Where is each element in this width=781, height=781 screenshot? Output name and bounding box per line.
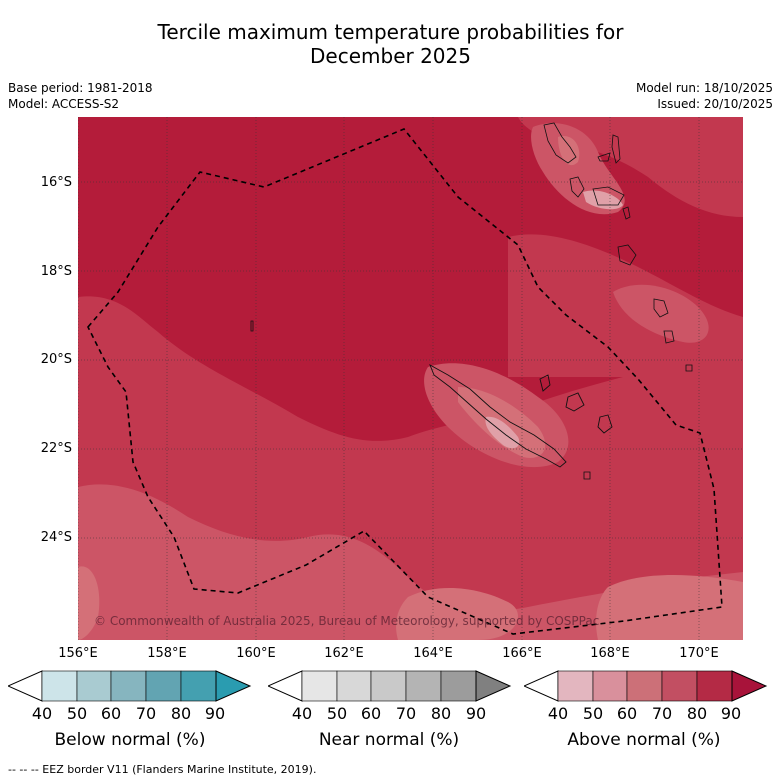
cbar-near-tick: 50 (326, 704, 348, 723)
lon-label-164e: 164°E (413, 646, 453, 661)
cbar-near-bin-70 (405, 670, 442, 702)
cbar-below-arrow-low (8, 670, 43, 702)
base-period: Base period: 1981-2018 (8, 81, 153, 95)
cbar-above-bin-70 (661, 670, 698, 702)
copyright-notice: © Commonwealth of Australia 2025, Bureau… (94, 614, 600, 628)
prob-40-50-region-ne (583, 190, 623, 210)
lon-label-170e: 170°E (679, 646, 719, 661)
cbar-near-tick: 80 (430, 704, 452, 723)
meta-right: Model run: 18/10/2025 Issued: 20/10/2025 (636, 80, 773, 112)
lon-label-158e: 158°E (147, 646, 187, 661)
lat-label-24s: 24°S (40, 530, 72, 545)
lat-label-16s: 16°S (40, 175, 72, 190)
cbar-below-arrow-high (215, 670, 252, 702)
lat-label-22s: 22°S (40, 441, 72, 456)
small-islets (250, 320, 591, 480)
issued-date: Issued: 20/10/2025 (657, 97, 773, 111)
cbar-below-tick: 70 (135, 704, 157, 723)
title-line-1: Tercile maximum temperature probabilitie… (157, 20, 624, 44)
prob-50-60-region-ne (558, 136, 580, 166)
cbar-above-tick: 40 (547, 704, 569, 723)
meta-left: Base period: 1981-2018 Model: ACCESS-S2 (8, 80, 153, 112)
eez-border (87, 128, 723, 635)
cbar-below-tick: 90 (204, 704, 226, 723)
prob-60-70-region-sw (78, 484, 743, 640)
cbar-near-tick: 70 (395, 704, 417, 723)
colorbar-label-near: Near normal (%) (318, 730, 460, 750)
lon-label-166e: 166°E (502, 646, 542, 661)
cbar-above-tick: 60 (616, 704, 638, 723)
cbar-above-tick: 90 (720, 704, 742, 723)
colorbar-label-above: Above normal (%) (567, 730, 721, 750)
cbar-above-bin-50 (592, 670, 628, 702)
title-line-2: December 2025 (310, 44, 471, 68)
lon-label-160e: 160°E (236, 646, 276, 661)
cbar-above-bin-60 (626, 670, 663, 702)
prob-60-70-region-e (613, 284, 709, 343)
cbar-below-tick: 60 (100, 704, 122, 723)
graticule (78, 117, 743, 640)
cbar-near-tick: 90 (465, 704, 487, 723)
loyalty-islands (539, 374, 613, 434)
cbar-near-arrow-low (268, 670, 303, 702)
cbar-above-tick: 50 (582, 704, 604, 723)
cbar-below-bin-40 (41, 670, 78, 702)
new-caledonia-island (429, 363, 567, 468)
cbar-near-bin-80 (440, 670, 477, 702)
prob-50-60-region-se (596, 575, 743, 640)
cbar-above-bin-40 (557, 670, 594, 702)
cbar-above-arrow-low (524, 670, 559, 702)
map-title: Tercile maximum temperature probabilitie… (0, 20, 781, 68)
cbar-below-bin-50 (76, 670, 112, 702)
vanuatu-islands (543, 122, 693, 372)
cbar-above-tick: 70 (651, 704, 673, 723)
map-panel[interactable] (78, 117, 743, 640)
cbar-near-bin-60 (370, 670, 407, 702)
lat-label-20s: 20°S (40, 352, 72, 367)
prob-50-60-region-w (78, 566, 100, 640)
lon-label-156e: 156°E (58, 646, 98, 661)
cbar-near-arrow-high (475, 670, 512, 702)
cbar-near-bin-40 (301, 670, 338, 702)
cbar-near-tick: 60 (360, 704, 382, 723)
cbar-near-bin-50 (336, 670, 372, 702)
cbar-below-bin-70 (145, 670, 182, 702)
cbar-below-bin-80 (180, 670, 217, 702)
cbar-above-bin-80 (696, 670, 733, 702)
colorbar-above-normal (524, 670, 768, 702)
lat-label-18s: 18°S (40, 264, 72, 279)
cbar-below-bin-60 (110, 670, 147, 702)
cbar-above-arrow-high (731, 670, 768, 702)
lon-label-168e: 168°E (590, 646, 630, 661)
cbar-above-tick: 80 (686, 704, 708, 723)
prob-50-60-region-s (396, 587, 518, 640)
colorbar-label-below: Below normal (%) (54, 730, 206, 750)
map-svg[interactable] (78, 117, 743, 640)
colorbar-below-normal (8, 670, 252, 702)
cbar-below-tick: 40 (31, 704, 53, 723)
eez-footnote: -- -- -- EEZ border V11 (Flanders Marine… (8, 763, 317, 776)
cbar-below-tick: 50 (66, 704, 88, 723)
cbar-below-tick: 80 (170, 704, 192, 723)
colorbar-near-normal (268, 670, 512, 702)
model-run: Model run: 18/10/2025 (635, 81, 773, 95)
cbar-near-tick: 40 (291, 704, 313, 723)
lon-label-162e: 162°E (324, 646, 364, 661)
model-name: Model: ACCESS-S2 (8, 97, 120, 111)
